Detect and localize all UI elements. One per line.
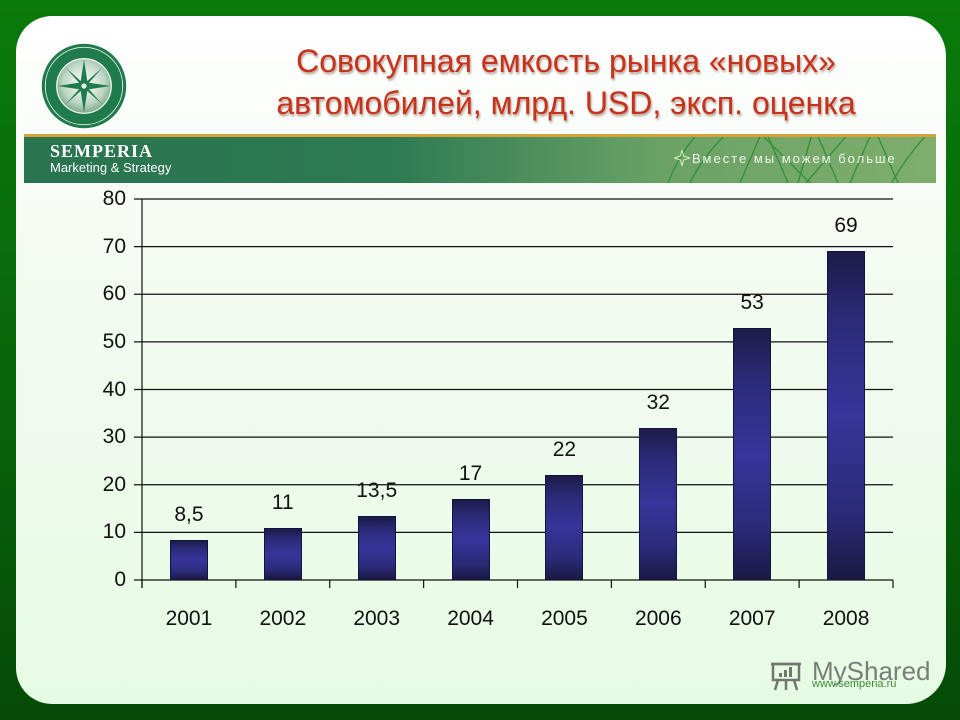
star-icon [674, 150, 690, 166]
y-tick-label: 70 [102, 234, 126, 258]
y-tick-label: 20 [102, 472, 126, 496]
presentation-board-icon [771, 662, 801, 691]
value-label: 8,5 [174, 502, 204, 526]
bar-2001 [169, 539, 208, 580]
footer-url[interactable]: www.semperia.ru [812, 678, 897, 690]
y-tick-label: 50 [102, 329, 126, 353]
x-category-label: 2003 [353, 607, 401, 630]
y-tick-label: 30 [102, 425, 126, 449]
x-category-label: 2006 [634, 607, 682, 630]
bar-2003 [357, 515, 396, 580]
value-label: 11 [271, 490, 294, 514]
value-label: 17 [458, 462, 483, 486]
banner-subtitle: Marketing & Strategy [50, 160, 172, 175]
bar-2004 [451, 499, 490, 580]
value-label: 53 [740, 290, 764, 314]
y-tick-label: 10 [102, 520, 126, 544]
value-label: 32 [646, 390, 670, 414]
value-label: 69 [834, 214, 858, 238]
x-category-label: 2001 [165, 607, 213, 630]
banner-slogan: Вместе мы можем больше [692, 151, 897, 166]
watermark-text: MyShared [812, 656, 931, 686]
bar-2006 [639, 427, 678, 580]
y-tick-label: 40 [102, 377, 126, 401]
x-category-label: 2004 [447, 607, 494, 630]
banner-brand: SEMPERIA [50, 141, 154, 161]
slide: Совокупная емкость рынка «новых» автомоб… [16, 16, 946, 704]
brand-banner: SEMPERIA Marketing & Strategy Вместе мы … [24, 134, 936, 183]
slide-title: Совокупная емкость рынка «новых» автомоб… [196, 40, 936, 124]
y-tick-label: 80 [102, 187, 126, 210]
x-category-label: 2007 [728, 607, 776, 630]
value-label: 22 [552, 438, 577, 462]
bar-2008 [827, 251, 866, 580]
x-category-label: 2008 [822, 607, 870, 630]
bar-2002 [263, 527, 302, 580]
value-label: 13,5 [356, 478, 398, 502]
x-category-label: 2005 [541, 607, 588, 630]
bar-2007 [733, 327, 772, 580]
title-line-2: автомобилей, млрд. USD, эксп. оценка [276, 85, 856, 121]
title-line-1: Совокупная емкость рынка «новых» [296, 43, 836, 79]
x-category-label: 2002 [259, 607, 307, 630]
y-tick-label: 0 [114, 568, 126, 591]
bar-2005 [545, 475, 584, 580]
y-tick-label: 60 [102, 282, 126, 306]
semperia-logo-icon [41, 43, 127, 129]
